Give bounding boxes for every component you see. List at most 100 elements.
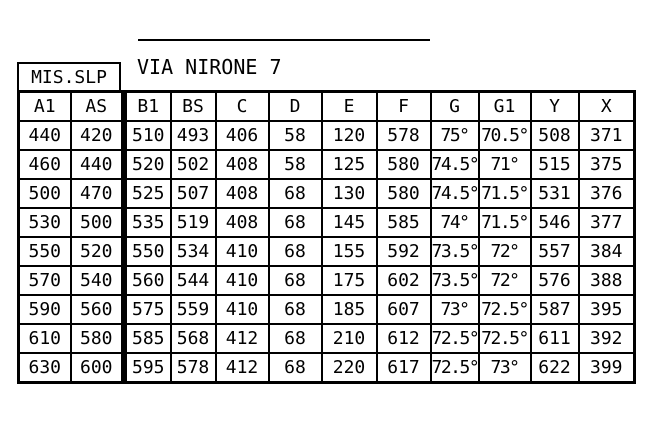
column-header-d: D — [267, 90, 323, 122]
column-header-e: E — [320, 90, 378, 122]
table-cell: 570 — [17, 265, 72, 296]
table-cell: 412 — [214, 352, 270, 384]
table-cell: 384 — [577, 236, 636, 267]
table-cell: 74.5° — [429, 149, 480, 180]
table-cell: 71° — [477, 149, 532, 180]
column-header-a1: A1 — [17, 90, 72, 122]
table-cell: 540 — [69, 265, 124, 296]
table-cell: 210 — [320, 323, 378, 354]
table-cell: 145 — [320, 207, 378, 238]
table-cell: 58 — [267, 120, 323, 151]
table-cell: 68 — [267, 265, 323, 296]
table-cell: 440 — [17, 120, 72, 151]
table-cell: 531 — [529, 178, 580, 209]
main-table-body: 510 493 406 58 120 578 75° 70.5° 508 371 520 502 408… — [124, 120, 636, 384]
table-cell: 576 — [529, 265, 580, 296]
table-cell: 525 — [124, 178, 172, 209]
table-cell: 68 — [267, 207, 323, 238]
table-cell: 519 — [169, 207, 217, 238]
table-cell: 73° — [429, 294, 480, 325]
table-cell: 74° — [429, 207, 480, 238]
table-row: 530 500 — [17, 207, 124, 238]
mis-slp-box: MIS.SLP — [17, 62, 121, 93]
table-cell: 508 — [529, 120, 580, 151]
table-cell: 73.5° — [429, 265, 480, 296]
table-cell: 502 — [169, 149, 217, 180]
table-cell: 399 — [577, 352, 636, 384]
table-cell: 125 — [320, 149, 378, 180]
table-cell: 460 — [17, 149, 72, 180]
table-cell: 130 — [320, 178, 378, 209]
column-header-bs: BS — [169, 90, 217, 122]
table-cell: 612 — [375, 323, 432, 354]
table-cell: 585 — [375, 207, 432, 238]
table-cell: 560 — [124, 265, 172, 296]
table-row: 525 507 408 68 130 580 74.5° 71.5° 531 376 — [124, 178, 636, 209]
table-cell: 74.5° — [429, 178, 480, 209]
table-cell: 595 — [124, 352, 172, 384]
column-header-g1: G1 — [477, 90, 532, 122]
table-row: 610 580 — [17, 323, 124, 354]
table-cell: 535 — [124, 207, 172, 238]
table-cell: 617 — [375, 352, 432, 384]
table-row: 570 540 — [17, 265, 124, 296]
table-cell: 550 — [17, 236, 72, 267]
table-cell: 58 — [267, 149, 323, 180]
table-cell: 410 — [214, 265, 270, 296]
table-cell: 602 — [375, 265, 432, 296]
table-cell: 68 — [267, 323, 323, 354]
left-header-row: A1 AS — [17, 90, 124, 122]
table-cell: 520 — [124, 149, 172, 180]
table-cell: 559 — [169, 294, 217, 325]
table-cell: 73.5° — [429, 236, 480, 267]
table-cell: 500 — [69, 207, 124, 238]
table-cell: 120 — [320, 120, 378, 151]
frame-size-table-main: B1 BS C D E F G G1 Y X 510 493 406 58 120 578 75° 70.5° 5… — [124, 90, 636, 384]
table-cell: 544 — [169, 265, 217, 296]
table-cell: 630 — [17, 352, 72, 384]
table-cell: 75° — [429, 120, 480, 151]
table-cell: 600 — [69, 352, 124, 384]
table-cell: 510 — [124, 120, 172, 151]
table-cell: 534 — [169, 236, 217, 267]
column-header-g: G — [429, 90, 480, 122]
table-cell: 500 — [17, 178, 72, 209]
table-cell: 592 — [375, 236, 432, 267]
table-row: 440 420 — [17, 120, 124, 151]
table-cell: 72.5° — [429, 323, 480, 354]
column-header-f: F — [375, 90, 432, 122]
table-row: 595 578 412 68 220 617 72.5° 73° 622 399 — [124, 352, 636, 384]
table-cell: 578 — [375, 120, 432, 151]
table-cell: 607 — [375, 294, 432, 325]
table-cell: 155 — [320, 236, 378, 267]
table-row: 630 600 — [17, 352, 124, 384]
table-cell: 388 — [577, 265, 636, 296]
table-cell: 68 — [267, 236, 323, 267]
column-header-y: Y — [529, 90, 580, 122]
table-cell: 507 — [169, 178, 217, 209]
table-cell: 412 — [214, 323, 270, 354]
table-cell: 410 — [214, 236, 270, 267]
table-cell: 587 — [529, 294, 580, 325]
table-cell: 440 — [69, 149, 124, 180]
table-cell: 585 — [124, 323, 172, 354]
frame-size-table-left: A1 AS 440 420 460 440 500 470 530 500 550 520 570 54… — [17, 90, 124, 384]
column-header-as: AS — [69, 90, 124, 122]
table-cell: 70.5° — [477, 120, 532, 151]
table-cell: 590 — [17, 294, 72, 325]
table-cell: 395 — [577, 294, 636, 325]
table-cell: 580 — [375, 149, 432, 180]
table-cell: 175 — [320, 265, 378, 296]
table-cell: 550 — [124, 236, 172, 267]
table-cell: 376 — [577, 178, 636, 209]
table-row: 510 493 406 58 120 578 75° 70.5° 508 371 — [124, 120, 636, 151]
table-cell: 68 — [267, 294, 323, 325]
column-header-b1: B1 — [124, 90, 172, 122]
main-header-row: B1 BS C D E F G G1 Y X — [124, 90, 636, 122]
table-row: 520 502 408 58 125 580 74.5° 71° 515 375 — [124, 149, 636, 180]
table-cell: 611 — [529, 323, 580, 354]
table-cell: 408 — [214, 149, 270, 180]
table-cell: 610 — [17, 323, 72, 354]
table-cell: 470 — [69, 178, 124, 209]
